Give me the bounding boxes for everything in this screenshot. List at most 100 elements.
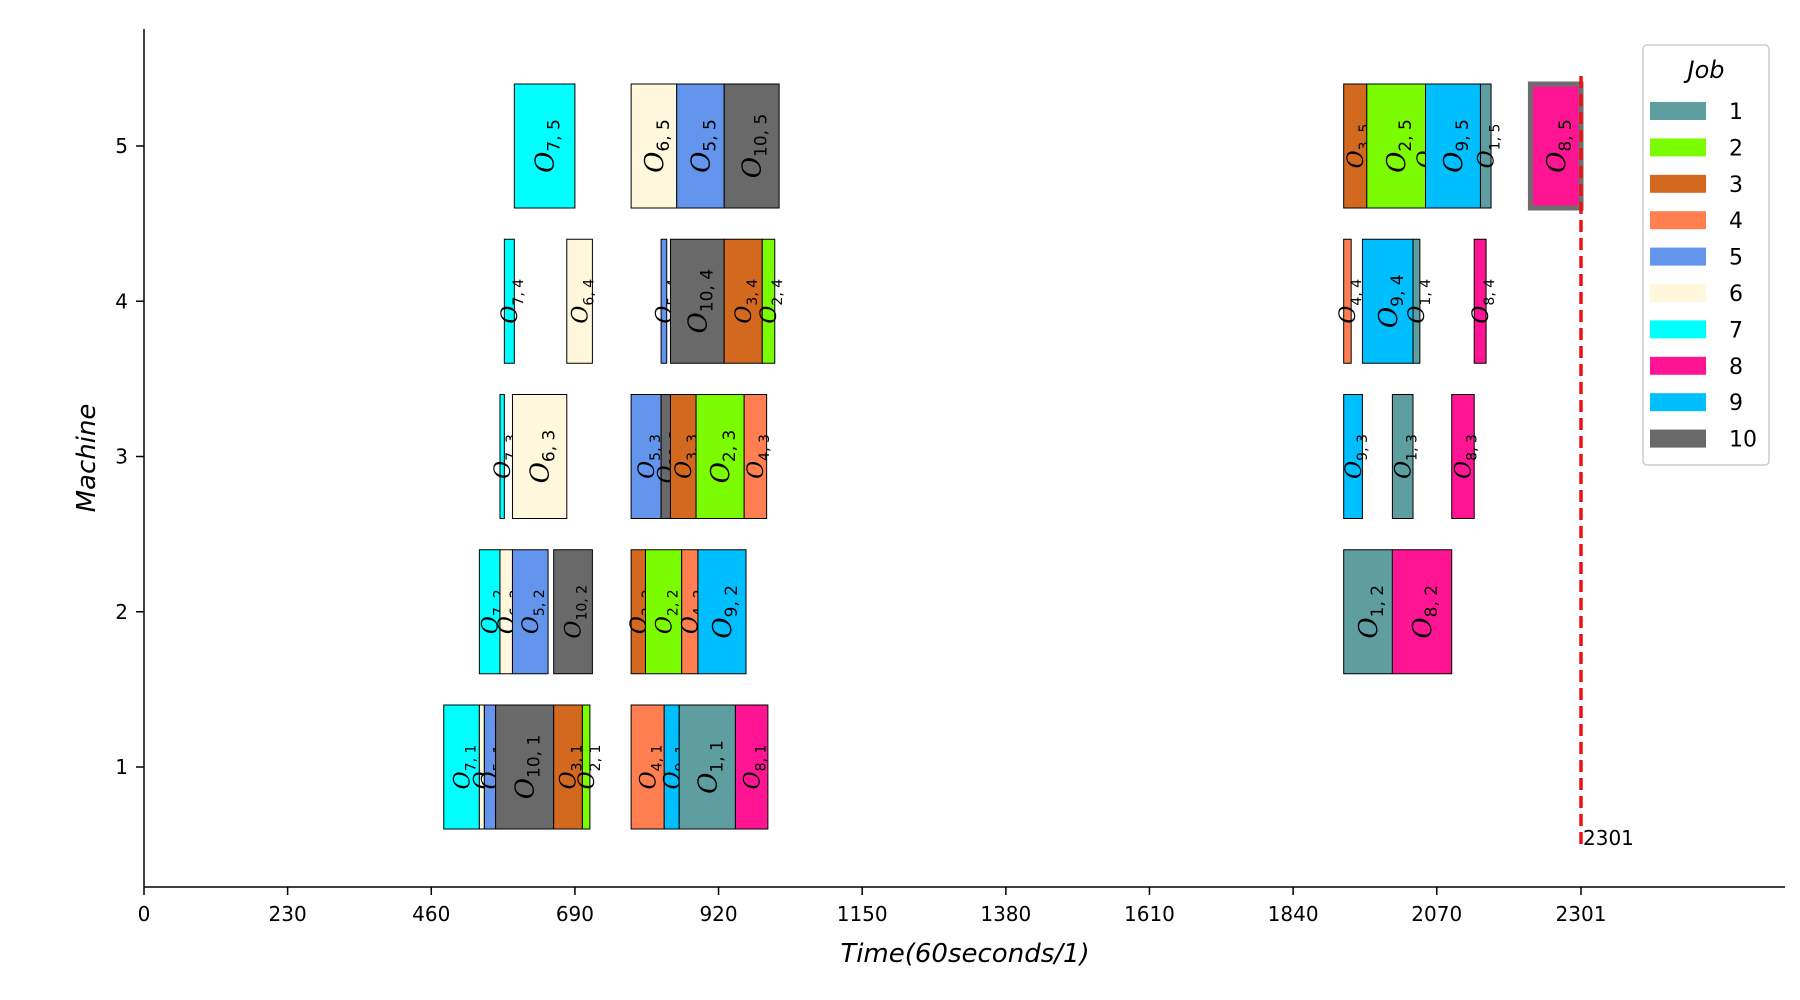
operation-bar (697, 549, 747, 675)
operation-label: O8, 1 (740, 745, 769, 790)
legend-swatch (1650, 320, 1706, 339)
makespan-label: 2301 (1583, 826, 1634, 850)
operation-bar (1343, 394, 1363, 519)
operation-label: O7, 4 (498, 279, 527, 324)
operation-bar (513, 83, 576, 209)
operation-label: O7, 1 (450, 745, 479, 790)
operation-bar-group: O4, 1 (630, 704, 665, 830)
operation-bar-group: O10, 4 (669, 238, 725, 364)
legend-swatch (1650, 102, 1706, 120)
operation-bar-group: O10, 1 (495, 704, 555, 830)
operation-bar-group: O2, 5 (1366, 83, 1426, 209)
operation-label: O5, 5 (687, 119, 721, 173)
legend-label: 8 (1729, 355, 1743, 380)
legend-swatch (1650, 429, 1706, 448)
operation-label: O2, 2 (652, 589, 681, 634)
operation-bar-group: O5, 5 (676, 83, 725, 209)
y-ticks: 1 2 3 4 5 (115, 134, 144, 779)
operation-bar (503, 238, 515, 364)
operation-bar-group: O5, 3 (630, 394, 664, 519)
operation-label: O1, 5 (1474, 124, 1503, 169)
legend-label: 9 (1729, 391, 1743, 416)
operation-bar-group: O6, 4 (566, 238, 597, 364)
operation-label: O8, 3 (1452, 434, 1481, 479)
operation-label: O10, 1 (511, 735, 545, 800)
operation-bar (1391, 394, 1414, 519)
operation-bar (1529, 83, 1582, 209)
operation-label: O4, 1 (636, 745, 665, 790)
operation-label: O8, 5 (1542, 119, 1576, 173)
operation-bar-group: O1, 3 (1391, 394, 1420, 519)
operation-bar-group: O10, 2 (553, 549, 593, 675)
operation-label: O1, 1 (693, 740, 727, 794)
operation-bar-group: O9, 4 (1361, 238, 1414, 364)
x-tick-label: 920 (699, 902, 737, 926)
x-tick-label: 2301 (1556, 902, 1607, 926)
x-axis-title: Time(60seconds/1) (840, 939, 1089, 969)
operation-bar-group: O7, 5 (513, 83, 576, 209)
operation-label: O5, 3 (635, 434, 664, 479)
x-tick-label: 0 (138, 902, 151, 926)
legend-label: 4 (1729, 209, 1743, 234)
legend-swatch (1650, 356, 1706, 375)
x-tick-label: 460 (412, 902, 450, 926)
operation-bar (511, 549, 549, 675)
operation-bar-group: O8, 1 (734, 704, 769, 830)
legend-swatch (1650, 174, 1706, 193)
legend-label: 6 (1729, 282, 1743, 307)
operation-bar-group: O2, 3 (695, 394, 745, 519)
operation-bar-group: O6, 5 (630, 83, 678, 209)
operation-bar-group: O7, 2 (478, 549, 507, 675)
operation-bar-group: O1, 4 (1405, 238, 1434, 364)
operation-bar (723, 83, 780, 209)
operation-bar (669, 394, 697, 519)
y-tick-label: 1 (115, 755, 128, 779)
operation-label: O9, 2 (708, 585, 742, 639)
operation-bar-group: O1, 2 (1343, 549, 1393, 675)
legend-label: 7 (1729, 318, 1743, 343)
operation-label: O6, 4 (568, 279, 597, 324)
operation-bar (1343, 238, 1352, 364)
operation-bar (1412, 238, 1421, 364)
legend-label: 5 (1729, 246, 1743, 271)
operation-label: O2, 5 (1382, 119, 1416, 173)
operation-label: O2, 1 (575, 745, 604, 790)
legend-swatch (1650, 138, 1706, 157)
y-tick-label: 4 (115, 289, 128, 313)
x-tick-label: 1840 (1268, 902, 1319, 926)
operation-bar-group: O9, 5 (1424, 83, 1481, 209)
operation-bar-group: O2, 1 (575, 704, 604, 830)
operation-bar-group: O3, 5 (1343, 83, 1373, 209)
operation-bar (761, 238, 776, 364)
operation-bar (723, 238, 763, 364)
operation-bar-group: O4, 2 (679, 549, 708, 675)
legend-entries: 1 2 3 4 5 6 7 8 9 10 (1650, 100, 1757, 453)
operation-bar-group: O5, 2 (511, 549, 549, 675)
operation-bar-group: O2, 4 (757, 238, 786, 364)
operation-bar (630, 704, 665, 830)
operation-label: O10, 2 (562, 585, 591, 639)
operation-label: O1, 4 (1405, 279, 1434, 324)
operation-label: O4, 3 (744, 434, 773, 479)
operation-label: O6, 5 (640, 119, 674, 173)
operation-bar-group: O9, 3 (1342, 394, 1371, 519)
operation-label: O6, 3 (526, 430, 560, 484)
critical-operation-frame (1527, 81, 1584, 211)
y-tick-label: 3 (115, 445, 128, 469)
operation-bar (443, 704, 480, 830)
x-tick-label: 1380 (980, 902, 1031, 926)
operation-bar (1366, 83, 1426, 209)
operation-label: O10, 4 (683, 269, 717, 334)
operation-label: O2, 3 (706, 430, 740, 484)
operation-label: O9, 3 (1342, 434, 1371, 479)
axes (143, 29, 1785, 888)
operation-bars: O7, 1O6, 1O5, 1O10, 1O3, 1O2, 1O4, 1O9, … (443, 81, 1584, 830)
operation-bar (669, 238, 725, 364)
legend-label: 10 (1729, 428, 1757, 453)
y-axis-title: Machine (72, 404, 102, 513)
operation-bar-group: O6, 3 (511, 394, 568, 519)
y-tick-label: 2 (115, 600, 128, 624)
operation-bar (644, 549, 683, 675)
operation-bar (1391, 549, 1453, 675)
operation-label: O1, 2 (1354, 585, 1388, 639)
